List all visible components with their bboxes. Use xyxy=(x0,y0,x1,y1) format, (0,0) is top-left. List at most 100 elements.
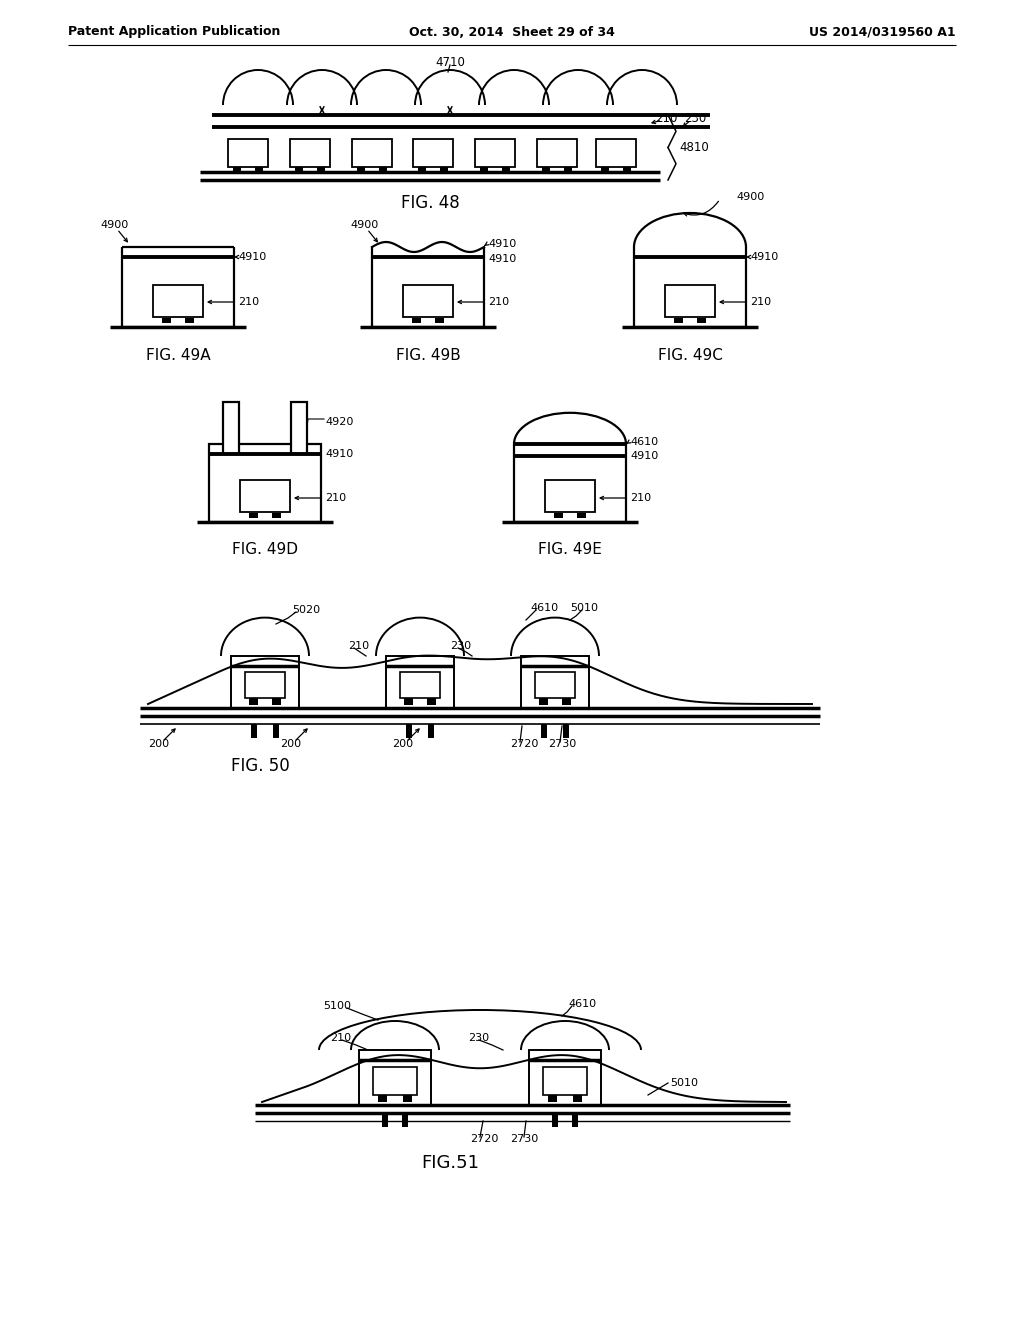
Bar xyxy=(400,672,440,698)
Text: 5010: 5010 xyxy=(670,1078,698,1088)
Text: 210: 210 xyxy=(488,297,509,308)
Text: 2730: 2730 xyxy=(548,739,577,748)
Text: 200: 200 xyxy=(392,739,413,748)
Bar xyxy=(153,285,203,317)
Text: 210: 210 xyxy=(655,111,677,124)
Bar xyxy=(572,1113,578,1127)
Bar xyxy=(249,698,258,705)
Text: FIG. 49A: FIG. 49A xyxy=(145,347,210,363)
Bar xyxy=(406,723,412,738)
Text: 4910: 4910 xyxy=(630,451,658,461)
Bar xyxy=(251,723,257,738)
Text: 4710: 4710 xyxy=(435,55,465,69)
Text: FIG. 48: FIG. 48 xyxy=(400,194,460,213)
Bar xyxy=(427,698,436,705)
Bar xyxy=(537,139,577,168)
Text: 4910: 4910 xyxy=(238,252,266,261)
Bar xyxy=(403,285,453,317)
Bar xyxy=(548,1096,557,1102)
Bar xyxy=(378,1096,387,1102)
Bar xyxy=(404,698,413,705)
Bar xyxy=(273,723,279,738)
Text: 4920: 4920 xyxy=(325,417,353,426)
Bar xyxy=(577,513,586,517)
Bar xyxy=(386,656,454,708)
Text: FIG. 49B: FIG. 49B xyxy=(395,347,461,363)
Bar xyxy=(295,168,303,172)
Bar xyxy=(185,318,194,323)
Text: 4910: 4910 xyxy=(488,239,516,249)
Text: US 2014/0319560 A1: US 2014/0319560 A1 xyxy=(809,25,956,38)
Text: Patent Application Publication: Patent Application Publication xyxy=(68,25,281,38)
Bar xyxy=(564,168,572,172)
Bar xyxy=(562,698,571,705)
Bar xyxy=(552,1113,558,1127)
Text: 4900: 4900 xyxy=(350,220,378,230)
Bar xyxy=(543,1067,587,1096)
Text: 210: 210 xyxy=(238,297,259,308)
Bar xyxy=(418,168,426,172)
Text: 4610: 4610 xyxy=(630,437,658,447)
Bar xyxy=(359,1049,431,1105)
Bar xyxy=(601,168,609,172)
Bar xyxy=(475,139,515,168)
Text: 4910: 4910 xyxy=(325,449,353,459)
Bar xyxy=(233,168,241,172)
Text: 4610: 4610 xyxy=(568,999,596,1008)
Text: FIG. 49E: FIG. 49E xyxy=(538,543,602,557)
Bar xyxy=(554,513,563,517)
Text: 230: 230 xyxy=(684,111,707,124)
Text: FIG. 49D: FIG. 49D xyxy=(232,543,298,557)
Bar xyxy=(413,139,453,168)
Bar xyxy=(373,1067,417,1096)
Bar xyxy=(357,168,365,172)
Text: 210: 210 xyxy=(330,1034,351,1043)
Bar xyxy=(480,168,488,172)
Text: 230: 230 xyxy=(450,642,471,651)
Bar xyxy=(352,139,392,168)
Bar xyxy=(435,318,444,323)
Text: 4910: 4910 xyxy=(488,253,516,264)
Bar xyxy=(379,168,387,172)
Bar xyxy=(440,168,449,172)
Bar xyxy=(573,1096,582,1102)
Bar xyxy=(541,723,547,738)
Bar xyxy=(521,656,589,708)
Text: 210: 210 xyxy=(348,642,369,651)
Bar xyxy=(290,139,330,168)
Text: FIG. 49C: FIG. 49C xyxy=(657,347,723,363)
Text: 4810: 4810 xyxy=(679,141,709,154)
Bar xyxy=(291,403,307,454)
Bar xyxy=(623,168,631,172)
Bar xyxy=(542,168,550,172)
Bar xyxy=(162,318,171,323)
Bar xyxy=(209,444,321,521)
Text: FIG.51: FIG.51 xyxy=(421,1154,479,1172)
Bar xyxy=(674,318,683,323)
Bar xyxy=(535,672,575,698)
Bar xyxy=(545,480,595,512)
Bar xyxy=(228,139,268,168)
Bar xyxy=(563,723,569,738)
Text: 210: 210 xyxy=(630,492,651,503)
Bar xyxy=(428,723,434,738)
Text: 230: 230 xyxy=(468,1034,489,1043)
Bar xyxy=(317,168,325,172)
Text: Oct. 30, 2014  Sheet 29 of 34: Oct. 30, 2014 Sheet 29 of 34 xyxy=(409,25,615,38)
Bar xyxy=(240,480,290,512)
Bar xyxy=(249,513,258,517)
Bar xyxy=(665,285,715,317)
Bar xyxy=(596,139,636,168)
Text: 4900: 4900 xyxy=(736,191,764,202)
Bar xyxy=(255,168,263,172)
Bar xyxy=(529,1049,601,1105)
Bar xyxy=(539,698,548,705)
Bar xyxy=(382,1113,388,1127)
Bar xyxy=(697,318,706,323)
Bar xyxy=(272,698,281,705)
Text: 200: 200 xyxy=(148,739,169,748)
Bar xyxy=(272,513,281,517)
Text: 4610: 4610 xyxy=(530,603,558,612)
Text: 2730: 2730 xyxy=(510,1134,539,1144)
Bar xyxy=(403,1096,412,1102)
